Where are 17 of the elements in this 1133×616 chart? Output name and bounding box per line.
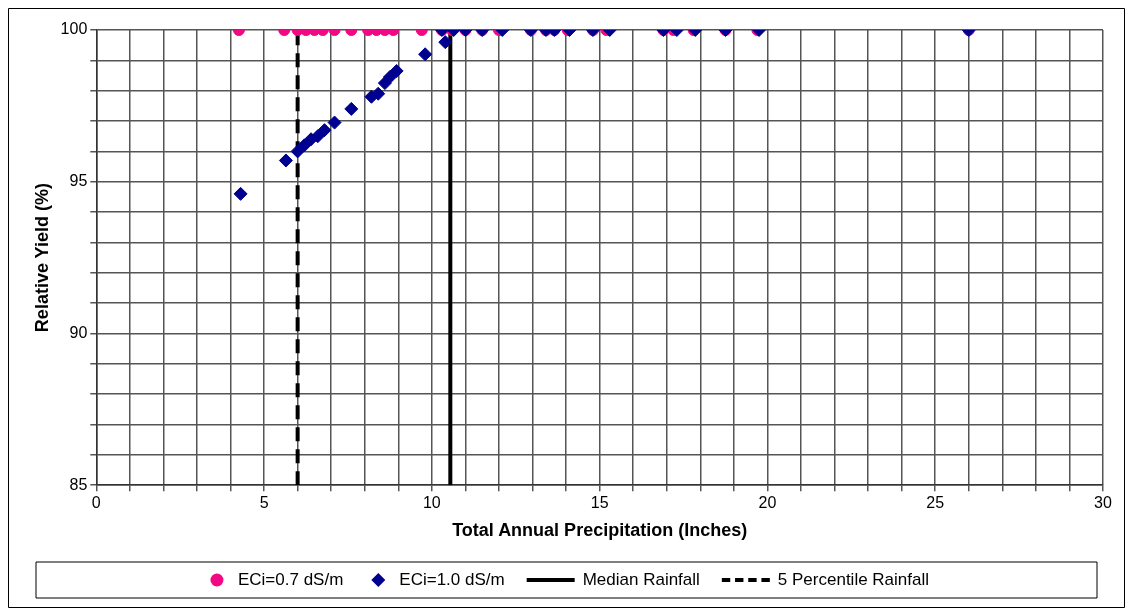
- y-tick-label: 100: [60, 20, 88, 38]
- legend-label: 5 Percentile Rainfall: [777, 569, 930, 589]
- x-tick-label: 0: [91, 493, 101, 511]
- legend-label: ECi=1.0 dS/m: [399, 569, 505, 589]
- x-tick-label: 25: [926, 493, 945, 511]
- legend-label: Median Rainfall: [582, 569, 700, 589]
- x-tick-label: 10: [422, 493, 441, 511]
- x-axis-title: Total Annual Precipitation (Inches): [452, 520, 748, 541]
- x-tick-label: 30: [1094, 493, 1112, 511]
- y-tick-label: 85: [69, 475, 88, 493]
- y-tick-label: 95: [69, 172, 88, 190]
- legend-label: ECi=0.7 dS/m: [237, 569, 344, 589]
- y-axis-title: Relative Yield (%): [31, 183, 52, 333]
- x-tick-label: 5: [259, 493, 269, 511]
- y-tick-label: 90: [69, 323, 88, 341]
- x-tick-label: 15: [590, 493, 609, 511]
- x-tick-label: 20: [758, 493, 777, 511]
